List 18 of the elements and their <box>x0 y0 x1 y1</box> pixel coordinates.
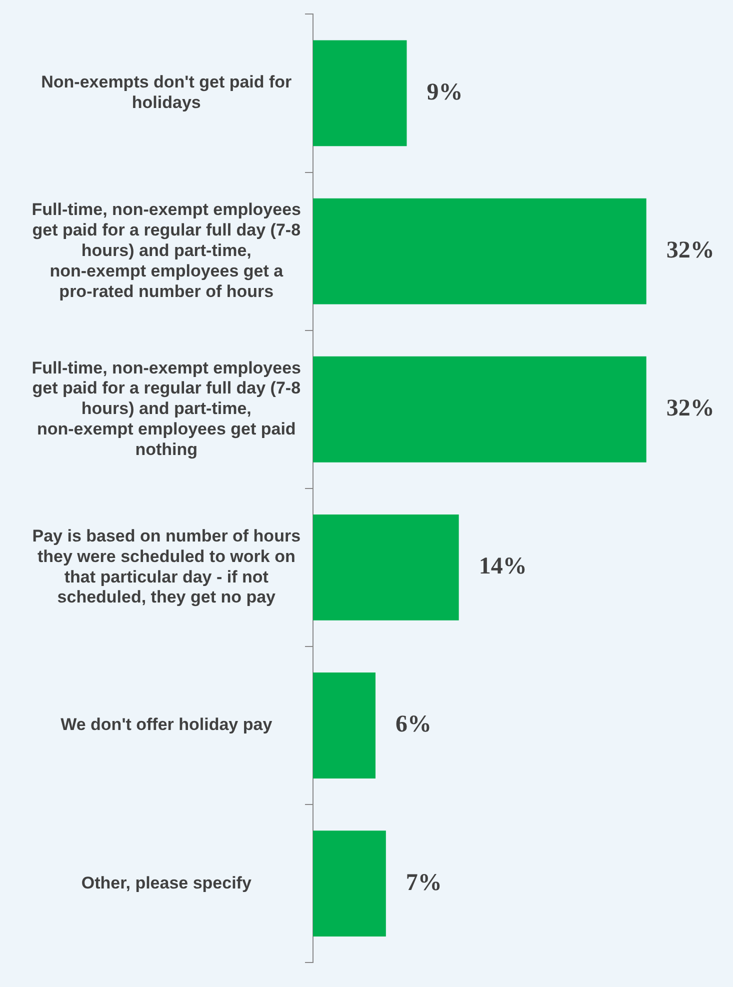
bar <box>313 672 376 778</box>
y-tick-label: We don't offer holiday pay <box>60 715 273 734</box>
bar <box>313 40 407 146</box>
data-label: 32% <box>666 396 714 422</box>
data-label: 9% <box>426 79 463 106</box>
y-tick-label: Full-time, non-exempt employees get paid for a regular full day (7-8 hours) and part-time, non-exempt employees get a pro-rated number of hours <box>32 200 302 301</box>
data-label: 6% <box>396 712 432 738</box>
y-tick-label: Full-time, non-exempt employees get paid for a regular full day (7-8 hours) and part-time, non-exempt employees get paid nothing <box>32 358 302 459</box>
y-tick-label: Other, please specify <box>81 873 252 892</box>
bar <box>313 830 386 937</box>
data-label: 7% <box>406 870 442 896</box>
data-label: 32% <box>666 238 714 264</box>
y-tick-label: Pay is based on number of hours they were scheduled to work on that particular day - if not scheduled, they get no pay <box>32 526 301 607</box>
bar <box>313 198 646 304</box>
bar <box>313 356 646 462</box>
data-label: 14% <box>478 554 527 580</box>
y-tick-label: Non-exempts don't get paid for holidays <box>41 72 292 112</box>
bar <box>313 514 459 620</box>
